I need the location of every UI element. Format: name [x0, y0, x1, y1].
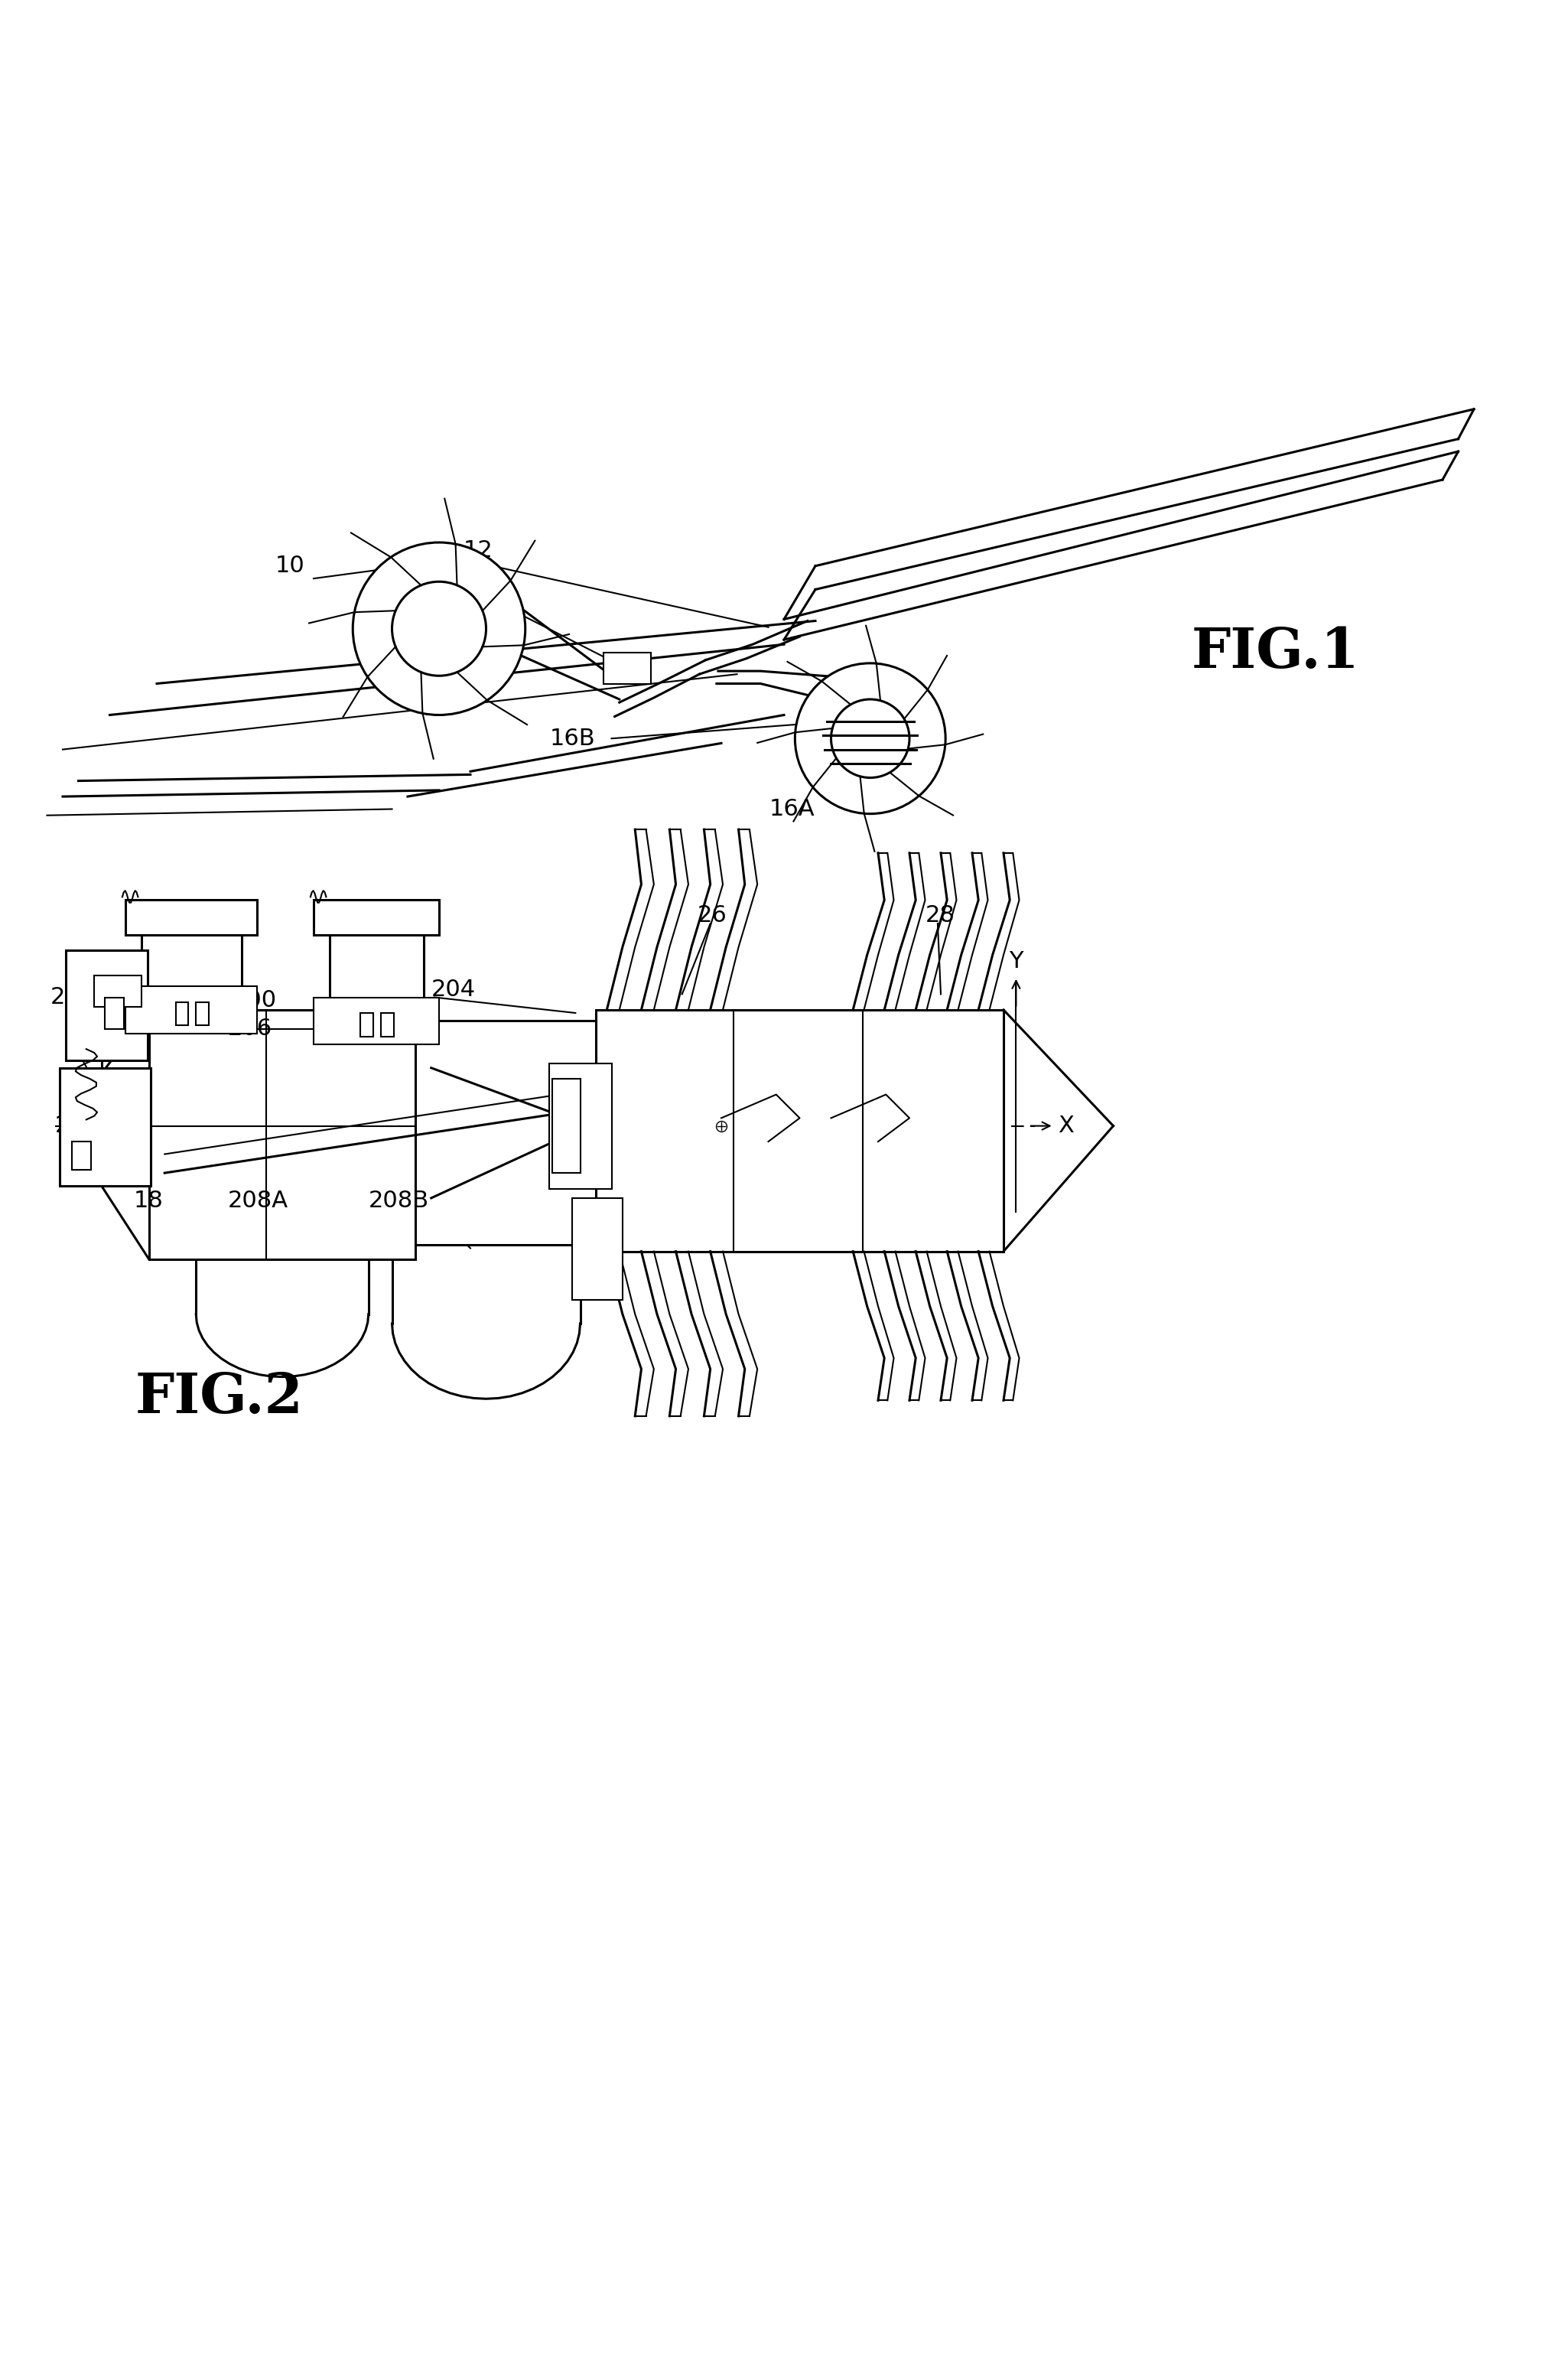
- Bar: [196, 1003, 209, 1027]
- Bar: [381, 1012, 394, 1036]
- Bar: [72, 1140, 91, 1169]
- Text: 206: 206: [227, 1017, 271, 1041]
- Bar: [314, 998, 439, 1043]
- Text: 10: 10: [276, 555, 304, 576]
- Text: 208B: 208B: [368, 1190, 430, 1212]
- Text: 28: 28: [925, 906, 955, 927]
- Text: 200: 200: [232, 989, 276, 1012]
- Text: 16B: 16B: [329, 910, 375, 934]
- Bar: [149, 1010, 416, 1259]
- Text: 202: 202: [50, 986, 94, 1008]
- Bar: [94, 974, 141, 1008]
- Text: 14: 14: [417, 555, 445, 576]
- Text: 204: 204: [431, 979, 475, 1001]
- Text: FIG.1: FIG.1: [1192, 626, 1359, 680]
- Bar: [176, 1003, 188, 1027]
- Bar: [361, 1012, 373, 1036]
- Bar: [105, 998, 124, 1029]
- Bar: [596, 1010, 1004, 1252]
- Text: Y: Y: [1008, 951, 1024, 972]
- Bar: [549, 1062, 612, 1188]
- Bar: [314, 901, 439, 934]
- Bar: [416, 1022, 596, 1245]
- Circle shape: [353, 543, 525, 716]
- Text: 20: 20: [55, 1114, 85, 1138]
- Bar: [604, 652, 651, 683]
- Text: 26: 26: [698, 906, 728, 927]
- Bar: [125, 901, 257, 934]
- Circle shape: [831, 699, 909, 778]
- Bar: [329, 922, 423, 1022]
- Text: 208A: 208A: [227, 1190, 289, 1212]
- Text: FIG.2: FIG.2: [135, 1370, 304, 1425]
- Circle shape: [795, 664, 946, 813]
- Text: X: X: [1058, 1114, 1074, 1138]
- Text: 12: 12: [464, 538, 492, 562]
- Text: 18: 18: [133, 1190, 163, 1212]
- Bar: [125, 986, 257, 1034]
- Text: 16A: 16A: [133, 910, 179, 934]
- Bar: [572, 1197, 622, 1299]
- Text: 16A: 16A: [768, 799, 815, 820]
- Text: 16B: 16B: [549, 728, 596, 749]
- Bar: [141, 922, 241, 1010]
- Circle shape: [392, 581, 486, 676]
- Bar: [60, 1067, 151, 1186]
- Text: CDG: CDG: [745, 1095, 787, 1114]
- Text: 24: 24: [345, 970, 375, 993]
- Text: 22: 22: [154, 963, 183, 984]
- Bar: [552, 1079, 580, 1174]
- Bar: [66, 951, 147, 1060]
